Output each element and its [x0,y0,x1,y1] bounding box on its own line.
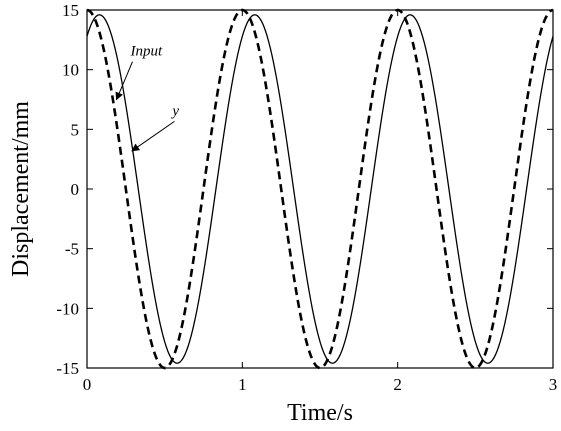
y-axis-title: Displacement/mm [8,101,34,277]
annotation-label: y [170,103,179,119]
y-tick-label: 15 [62,1,79,20]
x-axis-ticks: 0 1 2 3 [83,10,558,394]
series-layer [86,8,554,370]
series-line-input [86,8,554,370]
annotation-leader-arrow [115,61,133,101]
y-tick-label: -5 [65,240,79,259]
x-tick-label: 0 [83,375,92,394]
y-tick-label: 5 [71,120,80,139]
annotation-layer: Input y [115,44,179,152]
x-tick-label: 1 [238,375,247,394]
annotation-label: Input [129,44,162,60]
x-axis-title: Time/s [287,400,353,426]
x-tick-label: 3 [549,375,558,394]
plot-frame [86,9,554,369]
y-tick-label: 0 [71,180,80,199]
y-axis-ticks: 15 10 5 0 -5 -10 -15 [56,1,553,378]
y-tick-label: -10 [56,299,79,318]
y-tick-label: -15 [56,359,79,378]
y-tick-label: 10 [62,61,79,80]
x-tick-label: 2 [393,375,402,394]
annotation-leader-arrow [131,120,175,152]
series-line-y [86,14,554,364]
